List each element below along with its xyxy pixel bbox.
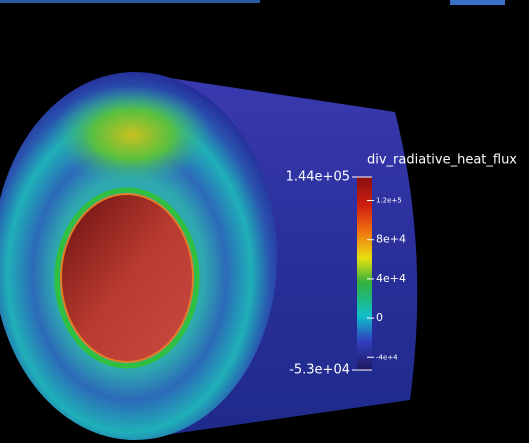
page: div_radiative_heat_flux -5.3e+04 1.44e+05… — [0, 0, 529, 443]
tick-label: 8e+4 — [376, 233, 406, 246]
hole — [61, 194, 193, 362]
colorbar-gradient — [357, 177, 372, 370]
hot-plume — [52, 85, 212, 185]
range-label: -5.3e+04 — [289, 363, 350, 378]
tick-label: 4e+4 — [376, 272, 406, 285]
range-label: 1.44e+05 — [286, 170, 350, 185]
toolbar-icon — [450, 0, 505, 5]
toolbar-strip — [0, 0, 260, 3]
tick-label: -4e+4 — [376, 353, 398, 361]
tick-label: 0 — [376, 311, 383, 324]
colorbar-title: div_radiative_heat_flux — [367, 153, 517, 168]
render-view: div_radiative_heat_flux -5.3e+04 1.44e+05… — [0, 0, 529, 443]
tick-label: 1.2e+5 — [376, 197, 402, 205]
